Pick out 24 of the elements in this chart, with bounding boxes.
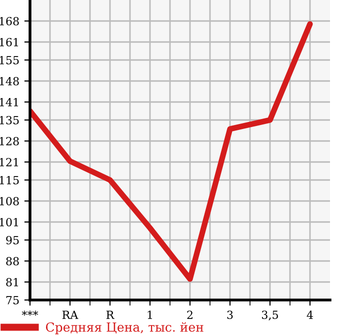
- y-tick-label: 155: [0, 56, 19, 64]
- x-tick-label: 1: [148, 310, 152, 319]
- legend-label: Средняя Цена, тыс. йен: [46, 322, 204, 334]
- y-tick-label: 81: [6, 278, 18, 286]
- x-tick-label: 4: [306, 310, 313, 319]
- x-tick-label: ***: [22, 310, 38, 316]
- y-tick-label: 88: [6, 256, 19, 266]
- x-tick-label: RA: [62, 310, 78, 319]
- x-tick-label: 2: [187, 310, 192, 319]
- y-tick-label: 115: [0, 176, 19, 184]
- y-tick-label: 108: [0, 196, 19, 206]
- y-tick-label: 128: [0, 136, 19, 146]
- y-tick-label: 95: [6, 236, 19, 244]
- y-tick-label: 75: [6, 296, 19, 304]
- x-tick-label: 3: [227, 310, 233, 320]
- y-tick-label: 148: [0, 76, 19, 86]
- y-tick-label: 161: [0, 38, 18, 46]
- y-tick-label: 135: [0, 116, 19, 124]
- y-tick-label: 168: [0, 16, 19, 26]
- y-tick-label: 141: [0, 98, 18, 106]
- y-tick-label: 121: [0, 158, 18, 166]
- x-tick-label: R: [106, 310, 114, 319]
- x-tick-label: 3,5: [262, 310, 278, 320]
- y-tick-label: 101: [0, 218, 18, 226]
